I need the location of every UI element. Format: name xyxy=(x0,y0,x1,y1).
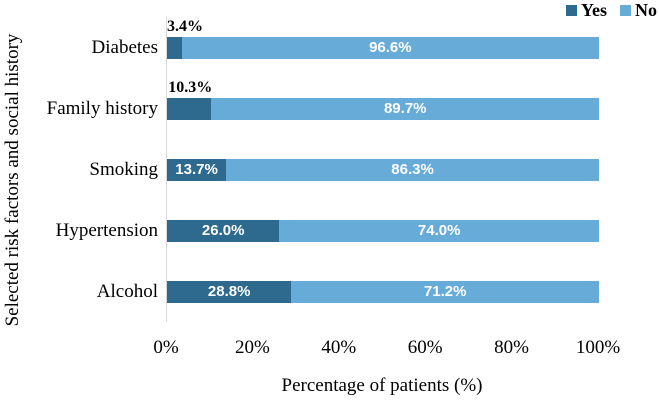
value-label-no: 96.6% xyxy=(369,38,412,56)
legend-label-yes: Yes xyxy=(581,0,607,20)
bar-segment-no xyxy=(279,219,599,242)
bar-segment-yes xyxy=(167,97,212,120)
plot-area: Diabetes 3.4% 96.6% Family history 10.3% 89.7… xyxy=(47,17,599,322)
stacked-bar xyxy=(167,36,599,59)
legend-swatch-yes-icon xyxy=(566,5,577,16)
category-label: Diabetes xyxy=(91,36,158,58)
stacked-bar xyxy=(167,97,599,120)
bar-segment-no xyxy=(181,36,599,59)
category-label: Family history xyxy=(46,97,158,119)
value-label-no: 71.2% xyxy=(423,282,467,300)
bar-row: Hypertension 26.0% 74.0% xyxy=(56,219,599,242)
category-label: Smoking xyxy=(89,158,158,180)
bar-row: Diabetes 3.4% 96.6% xyxy=(92,18,599,59)
bar-segment-yes xyxy=(167,280,292,303)
stacked-bar xyxy=(167,219,599,242)
bar-segment-no xyxy=(211,97,599,120)
x-axis-ticks: 0% 20% 40% 60% 80% 100% xyxy=(153,337,620,359)
value-label-yes: 28.8% xyxy=(207,282,251,300)
bar-row: Alcohol 28.8% 71.2% xyxy=(97,280,599,303)
bar-segment-yes xyxy=(167,36,182,59)
value-label-no: 74.0% xyxy=(417,221,461,239)
value-label-no: 86.3% xyxy=(391,160,434,178)
legend: Yes No xyxy=(566,0,657,21)
legend-item-yes: Yes xyxy=(566,0,607,21)
stacked-bar xyxy=(167,280,599,303)
x-tick: 100% xyxy=(575,337,621,358)
x-axis-title: Percentage of patients (%) xyxy=(281,375,483,396)
bar-row: Smoking 13.7% 86.3% xyxy=(89,158,599,181)
value-label-yes: 3.4% xyxy=(167,17,203,35)
bar-segment-yes xyxy=(167,219,280,242)
value-label-yes: 10.3% xyxy=(168,78,213,96)
bar-segment-yes xyxy=(167,158,227,181)
x-tick: 0% xyxy=(153,337,179,358)
y-axis-title: Selected risk factors and social history xyxy=(2,33,23,327)
bar-segment-no xyxy=(291,280,599,303)
x-tick: 40% xyxy=(321,337,357,358)
category-label: Alcohol xyxy=(96,280,158,302)
value-label-no: 89.7% xyxy=(383,99,427,117)
category-label: Hypertension xyxy=(55,219,158,241)
x-tick: 60% xyxy=(407,337,443,358)
x-tick: 80% xyxy=(494,337,530,358)
legend-label-no: No xyxy=(635,0,657,20)
stacked-bar xyxy=(167,158,599,181)
legend-swatch-no-icon xyxy=(620,5,631,16)
bar-segment-no xyxy=(226,158,599,181)
value-label-yes: 13.7% xyxy=(175,160,218,178)
value-label-yes: 26.0% xyxy=(201,221,245,239)
x-tick: 20% xyxy=(234,337,270,358)
bar-row: Family history 10.3% 89.7% xyxy=(47,79,599,120)
legend-item-no: No xyxy=(620,0,657,21)
